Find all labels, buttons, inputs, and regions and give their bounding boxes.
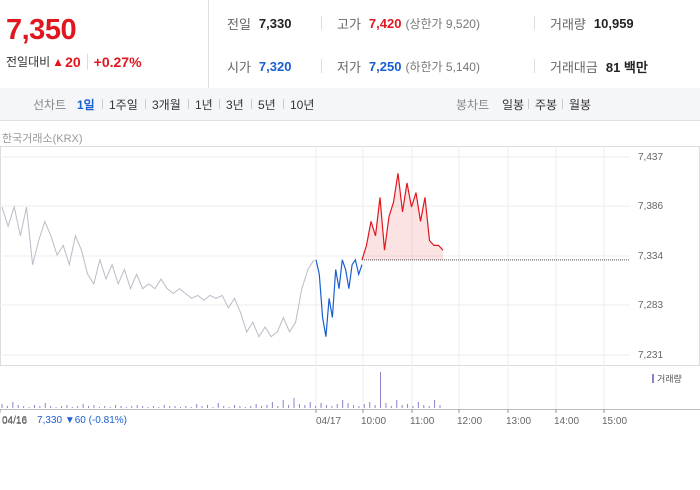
data-source: 한국거래소(KRX)	[2, 133, 83, 145]
stat-label: 시가	[227, 59, 251, 75]
prev-day-line	[1, 205, 315, 338]
current-price: 7,350	[6, 14, 77, 46]
tab-daily-candle[interactable]: 일봉	[502, 98, 525, 112]
change-value: 20	[65, 53, 81, 70]
x-tick-label: 13:00	[506, 416, 531, 427]
stat-value: 10,959	[593, 15, 634, 31]
legend-label: 거래량	[657, 374, 682, 384]
down-segment-line	[315, 258, 363, 337]
quote-header: 7,350 전일대비 ▲ 20 +0.27% 전일 7,330 고가 7,420…	[0, 0, 700, 89]
divider	[102, 99, 103, 109]
divider	[188, 99, 189, 109]
prev-day-info: 04/16 7,330 ▼60 (-0.81%)	[2, 415, 127, 426]
stat-value: 7,320	[258, 58, 292, 74]
change-percent: +0.27%	[86, 53, 142, 70]
prev-date: 04/16	[2, 415, 28, 426]
tab-3year[interactable]: 3년	[226, 98, 244, 112]
x-tick-label: 04/17	[316, 416, 341, 427]
y-tick-label: 7,437	[638, 152, 663, 163]
x-tick-label: 15:00	[602, 416, 627, 427]
divider	[534, 16, 535, 30]
up-segment-line	[361, 173, 444, 260]
y-tick-label: 7,334	[638, 251, 663, 262]
tab-5year[interactable]: 5년	[258, 98, 276, 112]
candle-chart-header: 봉차트	[456, 98, 490, 112]
tab-3month[interactable]: 3개월	[152, 98, 181, 112]
stat-label: 거래량	[550, 16, 586, 32]
stats-grid: 전일 7,330 고가 7,420 (상한가 9,520) 거래량 10,959…	[209, 0, 700, 88]
divider	[321, 16, 322, 30]
stat-value: 7,330	[258, 15, 292, 31]
stat-label: 고가	[337, 16, 361, 32]
price-change: 전일대비 ▲ 20 +0.27%	[6, 53, 142, 70]
stat-low: 저가 7,250 (하한가 5,140)	[337, 56, 480, 76]
divider	[283, 99, 284, 109]
tab-1year[interactable]: 1년	[195, 98, 213, 112]
line-chart-header: 선차트	[33, 98, 67, 112]
stat-prev-close: 전일 7,330	[227, 13, 291, 33]
x-tick-label: 12:00	[457, 416, 482, 427]
stat-label: 전일	[227, 16, 251, 32]
divider	[321, 59, 322, 73]
divider	[251, 99, 252, 109]
prev-value: 7,330 ▼60 (-0.81%)	[37, 415, 127, 426]
x-tick-label: 14:00	[554, 416, 579, 427]
change-label: 전일대비	[6, 55, 51, 69]
price-box: 7,350 전일대비 ▲ 20 +0.27%	[0, 0, 209, 88]
y-tick-label: 7,386	[638, 201, 663, 212]
volume-swatch	[652, 374, 654, 383]
divider	[562, 99, 563, 109]
divider	[145, 99, 146, 109]
divider	[219, 99, 220, 109]
tab-1week[interactable]: 1주일	[109, 98, 138, 112]
stat-label: 거래대금	[550, 59, 598, 75]
x-tick-label: 11:00	[410, 416, 435, 427]
tab-10year[interactable]: 10년	[290, 98, 315, 112]
stat-amount: 거래대금 81 백만	[550, 56, 648, 76]
stat-high: 고가 7,420 (상한가 9,520)	[337, 13, 480, 33]
chart-tabs: 선차트 1일 1주일 3개월 1년 3년 5년 10년 봉차트 일봉 주봉 월봉	[0, 88, 700, 121]
x-tick-label: 04/16	[2, 416, 27, 427]
upper-limit: (상한가 9,520)	[405, 16, 480, 31]
stat-label: 저가	[337, 59, 361, 75]
tab-1day[interactable]: 1일	[77, 98, 95, 112]
divider	[534, 59, 535, 73]
stat-value: 7,250	[368, 58, 402, 74]
stat-value: 7,420	[368, 15, 402, 31]
y-tick-label: 7,283	[638, 300, 663, 311]
divider	[528, 99, 529, 109]
tab-weekly-candle[interactable]: 주봉	[535, 98, 558, 112]
y-tick-label: 7,231	[638, 350, 663, 361]
lower-limit: (하한가 5,140)	[405, 59, 480, 74]
up-arrow-icon: ▲	[52, 54, 65, 69]
stat-value: 81 백만	[605, 59, 648, 75]
stat-open: 시가 7,320	[227, 56, 291, 76]
volume-legend: 거래량	[652, 372, 682, 385]
stat-volume: 거래량 10,959	[550, 13, 634, 33]
x-tick-label: 10:00	[361, 416, 386, 427]
tab-monthly-candle[interactable]: 월봉	[569, 98, 592, 112]
up-segment-area	[362, 173, 443, 260]
